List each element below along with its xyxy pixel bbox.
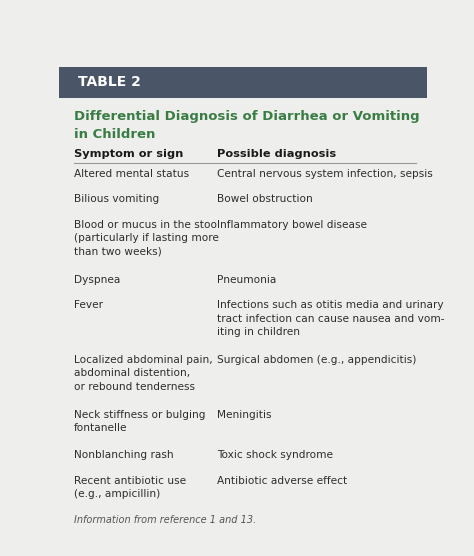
Text: Nonblanching rash: Nonblanching rash — [74, 450, 173, 460]
Text: Inflammatory bowel disease: Inflammatory bowel disease — [217, 220, 367, 230]
Text: Altered mental status: Altered mental status — [74, 168, 189, 178]
Text: Fever: Fever — [74, 300, 103, 310]
Text: Dyspnea: Dyspnea — [74, 275, 120, 285]
Text: Pneumonia: Pneumonia — [217, 275, 277, 285]
Text: Meningitis: Meningitis — [217, 410, 272, 420]
FancyBboxPatch shape — [59, 67, 427, 97]
Text: Toxic shock syndrome: Toxic shock syndrome — [217, 450, 333, 460]
Text: TABLE 2: TABLE 2 — [78, 75, 140, 89]
Text: Differential Diagnosis of Diarrhea or Vomiting: Differential Diagnosis of Diarrhea or Vo… — [74, 110, 419, 123]
Text: Recent antibiotic use
(e.g., ampicillin): Recent antibiotic use (e.g., ampicillin) — [74, 476, 186, 499]
Text: Symptom or sign: Symptom or sign — [74, 149, 183, 159]
Text: Infections such as otitis media and urinary
tract infection can cause nausea and: Infections such as otitis media and urin… — [217, 300, 445, 337]
Text: Blood or mucus in the stool
(particularly if lasting more
than two weeks): Blood or mucus in the stool (particularl… — [74, 220, 220, 256]
Text: Bilious vomiting: Bilious vomiting — [74, 194, 159, 204]
Text: Bowel obstruction: Bowel obstruction — [217, 194, 313, 204]
Text: Possible diagnosis: Possible diagnosis — [217, 149, 337, 159]
Text: Localized abdominal pain,
abdominal distention,
or rebound tenderness: Localized abdominal pain, abdominal dist… — [74, 355, 212, 391]
Text: Central nervous system infection, sepsis: Central nervous system infection, sepsis — [217, 168, 433, 178]
Text: in Children: in Children — [74, 128, 155, 141]
Text: Information from reference 1 and 13.: Information from reference 1 and 13. — [74, 515, 256, 525]
Text: Surgical abdomen (e.g., appendicitis): Surgical abdomen (e.g., appendicitis) — [217, 355, 417, 365]
Text: Neck stiffness or bulging
fontanelle: Neck stiffness or bulging fontanelle — [74, 410, 205, 433]
Text: Antibiotic adverse effect: Antibiotic adverse effect — [217, 476, 347, 486]
